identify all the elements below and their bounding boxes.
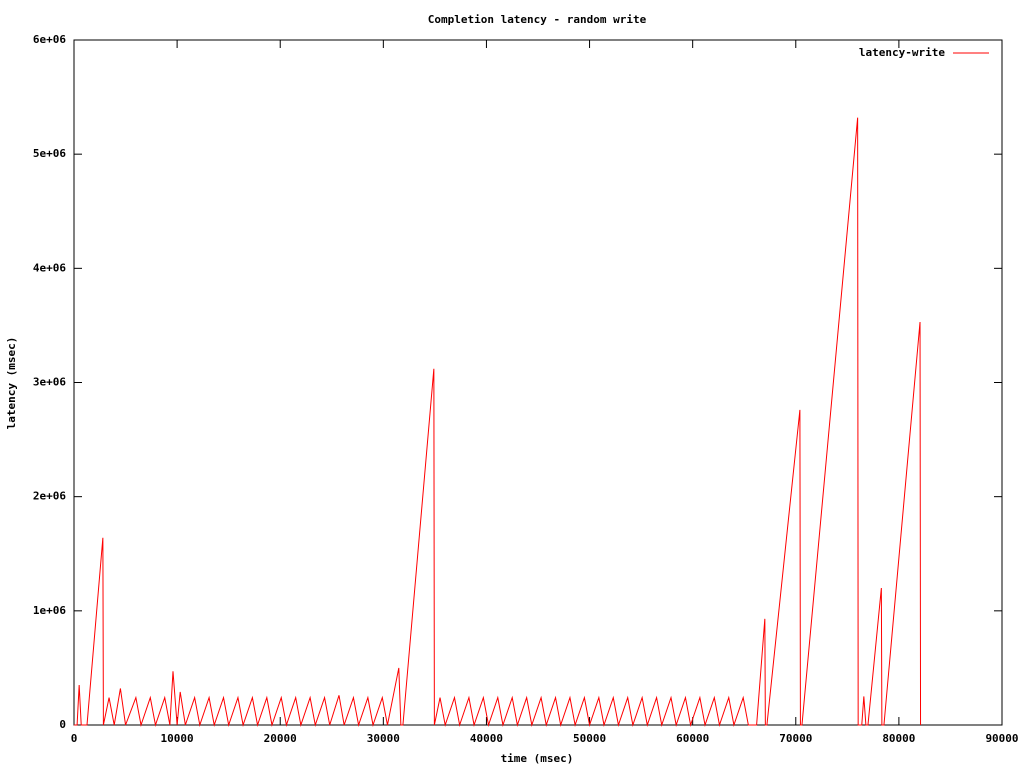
y-axis-label: latency (msec) <box>5 337 18 430</box>
x-tick-label: 90000 <box>985 732 1018 745</box>
y-tick-label: 3e+06 <box>33 376 66 389</box>
x-tick-label: 80000 <box>882 732 915 745</box>
x-tick-label: 70000 <box>779 732 812 745</box>
y-tick-label: 2e+06 <box>33 490 66 503</box>
x-tick-label: 20000 <box>264 732 297 745</box>
y-tick-label: 4e+06 <box>33 261 66 274</box>
x-axis-label: time (msec) <box>501 752 574 765</box>
plot-frame <box>73 39 1003 726</box>
y-tick-label: 5e+06 <box>33 147 66 160</box>
x-tick-label: 30000 <box>367 732 400 745</box>
legend-label: latency-write <box>859 46 945 59</box>
y-tick-label: 6e+06 <box>33 33 66 46</box>
y-tick-label: 1e+06 <box>33 604 66 617</box>
data-line <box>74 117 922 727</box>
x-tick-label: 0 <box>71 732 78 745</box>
x-tick-label: 60000 <box>676 732 709 745</box>
x-tick-label: 40000 <box>470 732 503 745</box>
x-tick-label: 50000 <box>573 732 606 745</box>
chart-title: Completion latency - random write <box>428 13 647 26</box>
x-tick-label: 10000 <box>161 732 194 745</box>
y-tick-label: 0 <box>59 718 66 731</box>
